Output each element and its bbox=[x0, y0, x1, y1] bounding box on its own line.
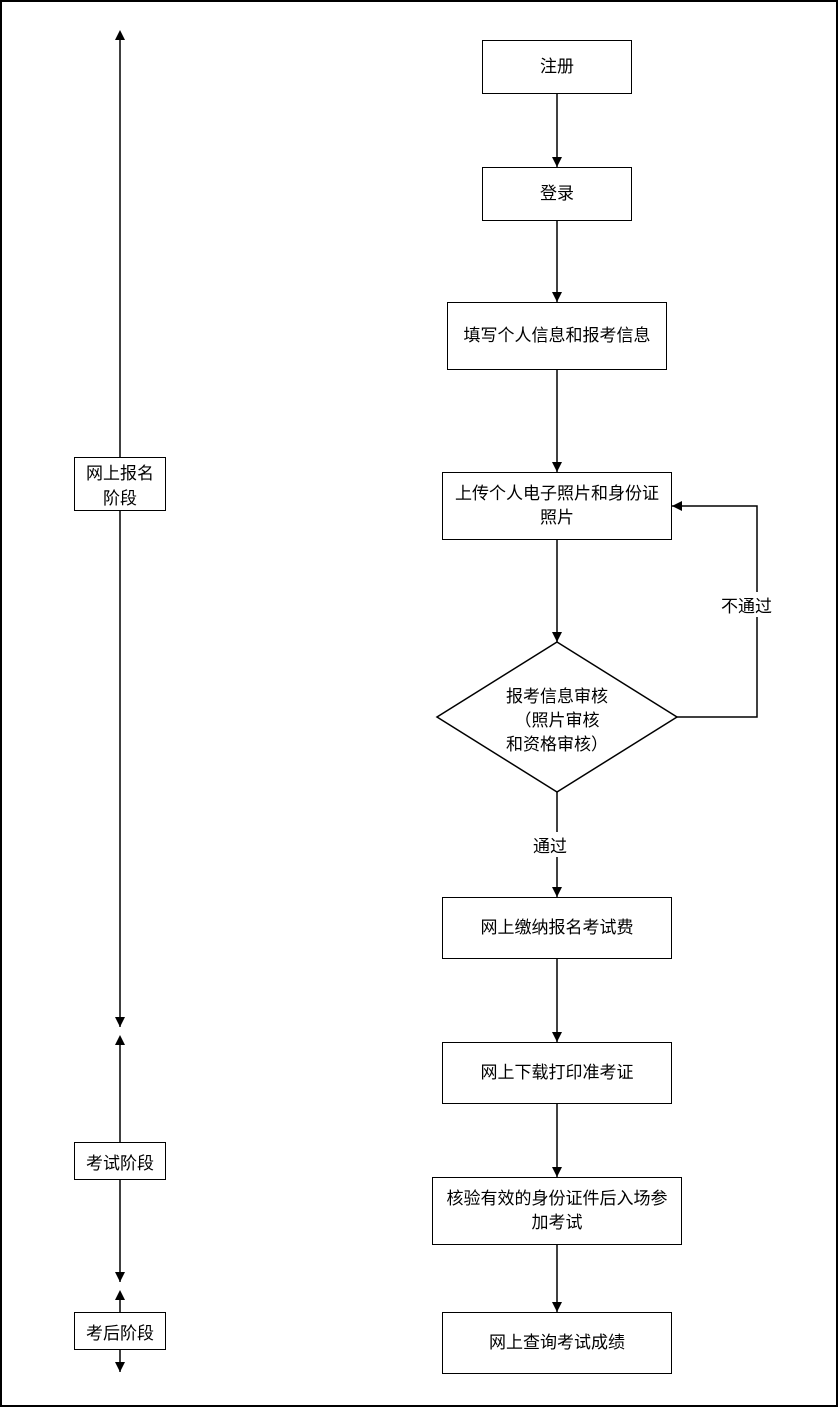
flow-node-n5: 报考信息审核（照片审核和资格审核） bbox=[437, 685, 677, 756]
phase-label-phase2: 考试阶段 bbox=[74, 1142, 166, 1180]
flowchart-canvas: 网上报名阶段考试阶段考后阶段 通过 不通过 注册登录填写个人信息和报考信息上传个人电子… bbox=[0, 0, 838, 1407]
edge-label: 通过 bbox=[529, 832, 571, 857]
flow-node-n4: 上传个人电子照片和身份证照片 bbox=[442, 472, 672, 540]
phase-label-phase1: 网上报名阶段 bbox=[74, 457, 166, 511]
flow-node-n3: 填写个人信息和报考信息 bbox=[447, 302, 667, 370]
flow-node-n8: 核验有效的身份证件后入场参加考试 bbox=[432, 1177, 682, 1245]
edge-label: 不通过 bbox=[717, 592, 776, 617]
flow-node-n6: 网上缴纳报名考试费 bbox=[442, 897, 672, 959]
flow-node-n1: 注册 bbox=[482, 40, 632, 94]
flow-node-n9: 网上查询考试成绩 bbox=[442, 1312, 672, 1374]
flow-node-n2: 登录 bbox=[482, 167, 632, 221]
flow-node-n7: 网上下载打印准考证 bbox=[442, 1042, 672, 1104]
phase-label-phase3: 考后阶段 bbox=[74, 1312, 166, 1350]
